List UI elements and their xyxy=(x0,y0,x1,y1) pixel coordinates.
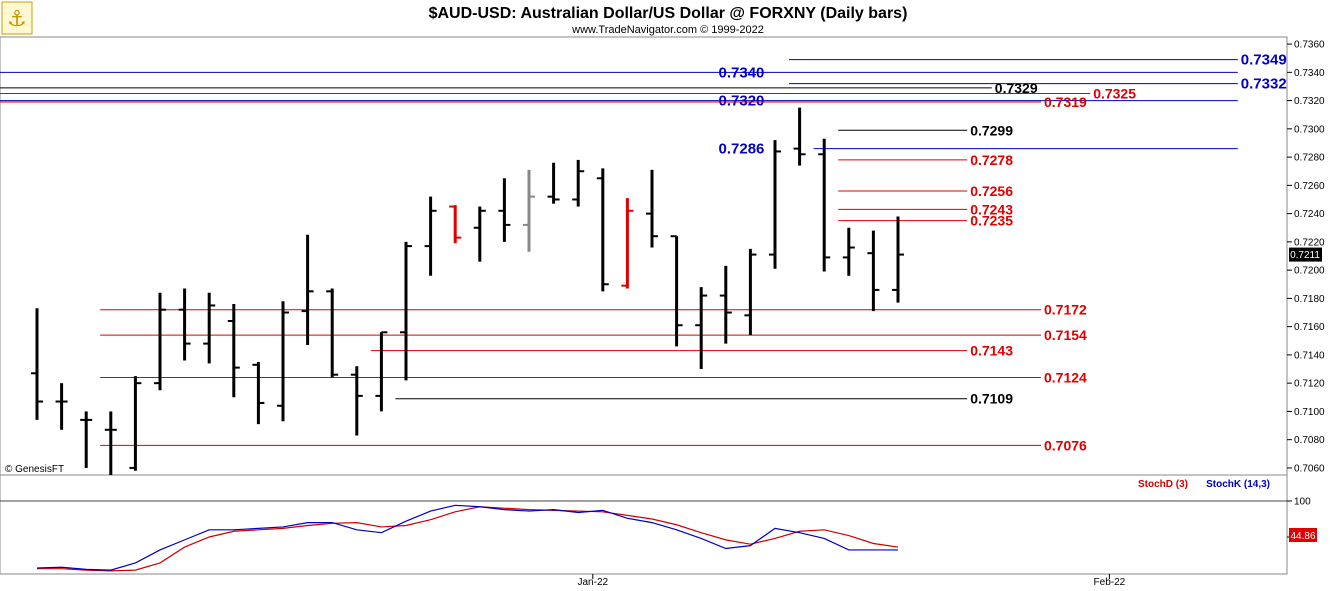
anchor-logo-icon: ⚓ xyxy=(7,7,27,32)
stoch-lines xyxy=(36,504,899,572)
ohlc-bar xyxy=(178,288,191,361)
ohlc-bar xyxy=(80,411,93,468)
ohlc-bar xyxy=(104,411,117,475)
stoch-k-legend: StochK (14,3) xyxy=(1206,479,1270,490)
ohlc-bar xyxy=(326,288,339,378)
ohlc-bars xyxy=(31,107,904,475)
price-tick-label: 0.7320 xyxy=(1294,96,1325,107)
ohlc-bar xyxy=(769,140,781,269)
x-tick-label: Jan-22 xyxy=(578,577,609,588)
price-tick-label: 0.7140 xyxy=(1294,350,1325,361)
chart-title: $AUD-USD: Australian Dollar/US Dollar @ … xyxy=(429,5,908,22)
price-tick-label: 0.7280 xyxy=(1294,153,1325,164)
price-tick-label: 0.7300 xyxy=(1294,124,1325,135)
ohlc-bar xyxy=(621,198,634,289)
watermark: © GenesisFT xyxy=(5,464,64,475)
ohlc-bar xyxy=(744,248,757,336)
price-tick-label: 0.7060 xyxy=(1294,463,1325,474)
ohlc-bar xyxy=(154,292,166,391)
level-label: 0.7332 xyxy=(1241,76,1287,93)
level-label: 0.7076 xyxy=(1044,437,1087,453)
price-tick-label: 0.7080 xyxy=(1294,435,1325,446)
price-tick-label: 0.7180 xyxy=(1294,294,1325,305)
ohlc-bar xyxy=(55,383,68,430)
ohlc-bar xyxy=(646,169,658,248)
ohlc-bar xyxy=(892,216,904,303)
stoch-badge: 44.86 xyxy=(1289,528,1317,542)
ohlc-bar xyxy=(400,241,412,381)
ohlc-bar xyxy=(818,138,831,272)
level-label: 0.7319 xyxy=(1044,94,1087,110)
ohlc-bar xyxy=(670,235,683,347)
price-tick-label: 0.7160 xyxy=(1294,322,1325,333)
stoch-line xyxy=(36,504,898,571)
chart-subtitle: www.TradeNavigator.com © 1999-2022 xyxy=(571,24,764,36)
price-tick-label: 0.7100 xyxy=(1294,407,1325,418)
x-tick-label: Feb-22 xyxy=(1094,577,1126,588)
level-label: 0.7329 xyxy=(995,80,1038,96)
price-tick-label: 0.7340 xyxy=(1294,68,1325,79)
price-tick-label: 0.7200 xyxy=(1294,266,1325,277)
level-label: 0.7256 xyxy=(970,183,1013,199)
x-axis: Jan-22 Feb-22 xyxy=(578,574,1126,588)
price-tick-label: 0.7240 xyxy=(1294,209,1325,220)
ohlc-bar xyxy=(350,366,363,436)
level-label: 0.7109 xyxy=(970,391,1013,407)
ohlc-bar xyxy=(498,178,511,242)
ohlc-bar xyxy=(301,234,314,346)
stoch-tick-label: 100 xyxy=(1294,497,1311,508)
level-label: 0.7340 xyxy=(719,64,765,81)
stoch-badge-value: 44.86 xyxy=(1290,531,1315,542)
level-label: 0.7286 xyxy=(719,141,765,158)
ohlc-bar xyxy=(424,196,437,276)
level-label: 0.7124 xyxy=(1044,370,1087,386)
ohlc-bar xyxy=(793,107,806,166)
price-tick-label: 0.7260 xyxy=(1294,181,1325,192)
level-label: 0.7299 xyxy=(970,122,1013,138)
ohlc-bar xyxy=(227,304,240,398)
level-label: 0.7172 xyxy=(1044,302,1087,318)
ohlc-bar xyxy=(596,168,609,292)
stoch-panel-frame xyxy=(0,474,1288,575)
stoch-d-legend: StochD (3) xyxy=(1138,479,1188,490)
ohlc-bar xyxy=(449,205,462,244)
ohlc-bar xyxy=(473,206,486,262)
ohlc-bar xyxy=(547,162,560,204)
ohlc-bar xyxy=(572,159,585,207)
level-label: 0.7235 xyxy=(970,213,1013,229)
ohlc-bar xyxy=(719,265,732,344)
ohlc-bar xyxy=(203,292,216,364)
price-tick-label: 0.7120 xyxy=(1294,379,1325,390)
level-label: 0.7278 xyxy=(970,152,1013,168)
last-price-badge: 0.7211 xyxy=(1289,247,1322,262)
level-label: 0.7243 xyxy=(970,201,1013,217)
price-axis: 0.7360 0.7340 0.7320 0.7300 0.7280 0.7260 0.72… xyxy=(1287,40,1325,474)
level-label: 0.7320 xyxy=(719,93,765,110)
ohlc-bar xyxy=(31,308,43,420)
ohlc-bar xyxy=(129,376,142,471)
ohlc-bar xyxy=(695,287,708,370)
ohlc-bar xyxy=(842,227,855,276)
ohlc-bar xyxy=(252,361,265,425)
ohlc-bar xyxy=(277,301,289,422)
price-tick-label: 0.7220 xyxy=(1294,237,1325,248)
ohlc-bar xyxy=(867,230,880,312)
logo: ⚓ xyxy=(1,1,33,35)
level-label: 0.7349 xyxy=(1241,52,1287,69)
last-price-value: 0.7211 xyxy=(1290,250,1320,261)
ohlc-bar xyxy=(523,169,535,252)
level-label: 0.7325 xyxy=(1093,86,1136,102)
ohlc-bar xyxy=(375,331,388,412)
level-label: 0.7143 xyxy=(970,343,1013,359)
price-tick-label: 0.7360 xyxy=(1294,40,1325,51)
level-label: 0.7154 xyxy=(1044,327,1087,343)
